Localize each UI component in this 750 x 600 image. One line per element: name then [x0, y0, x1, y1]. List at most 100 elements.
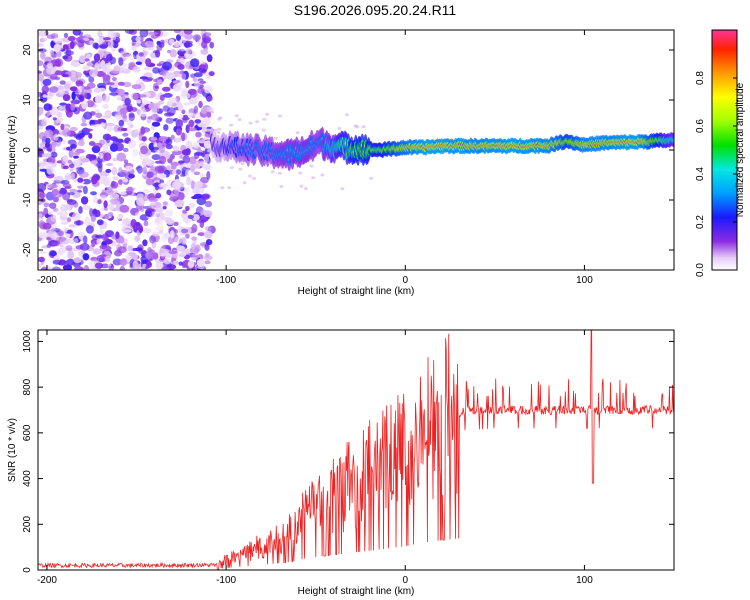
- noise-blob: [48, 184, 58, 189]
- noise-blob: [58, 105, 63, 110]
- noise-blob: [150, 201, 157, 206]
- noise-blob: [252, 176, 257, 180]
- noise-blob: [155, 216, 162, 224]
- noise-blob: [185, 187, 190, 195]
- noise-blob: [126, 105, 134, 112]
- noise-blob: [41, 153, 52, 158]
- noise-blob: [62, 94, 71, 102]
- noise-blob: [61, 73, 69, 78]
- noise-blob: [105, 168, 112, 173]
- noise-blob: [150, 113, 160, 121]
- noise-blob: [174, 42, 180, 48]
- noise-blob: [151, 154, 161, 161]
- noise-blob: [188, 202, 196, 208]
- noise-blob: [203, 128, 212, 132]
- noise-blob: [106, 82, 115, 86]
- noise-blob: [95, 112, 103, 119]
- noise-blob: [248, 121, 253, 125]
- noise-blob: [136, 165, 143, 174]
- noise-blob: [240, 162, 245, 166]
- noise-blob: [115, 111, 122, 116]
- noise-blob: [105, 163, 114, 166]
- noise-blob: [90, 119, 99, 125]
- noise-blob: [112, 32, 121, 38]
- noise-blob: [193, 72, 203, 78]
- noise-blob: [63, 227, 68, 233]
- noise-blob: [62, 55, 69, 60]
- noise-blob: [107, 40, 114, 48]
- noise-blob: [131, 92, 139, 100]
- noise-blob: [69, 188, 78, 193]
- noise-blob: [39, 162, 48, 166]
- noise-blob: [157, 100, 165, 105]
- noise-blob: [166, 189, 172, 196]
- noise-blob: [84, 128, 93, 132]
- noise-blob: [79, 95, 84, 101]
- noise-blob: [170, 134, 175, 140]
- noise-blob: [191, 214, 200, 221]
- noise-blob: [83, 34, 91, 39]
- noise-blob: [311, 176, 316, 180]
- noise-blob: [88, 260, 97, 267]
- noise-blob: [52, 242, 60, 247]
- noise-blob: [122, 147, 129, 153]
- noise-blob: [210, 110, 214, 114]
- noise-blob: [198, 68, 207, 73]
- noise-blob: [181, 228, 189, 234]
- noise-blob: [134, 128, 141, 134]
- noise-blob: [204, 230, 213, 239]
- noise-blob: [142, 193, 149, 202]
- noise-blob: [279, 185, 284, 188]
- noise-blob: [148, 102, 158, 110]
- noise-blob: [193, 182, 203, 190]
- noise-blob: [124, 97, 131, 106]
- noise-blob: [126, 186, 134, 195]
- noise-blob: [105, 122, 115, 127]
- noise-blob: [155, 262, 164, 270]
- noise-blob: [49, 73, 58, 80]
- noise-blob: [131, 84, 142, 90]
- noise-blob: [208, 71, 215, 77]
- noise-blob: [73, 155, 79, 159]
- noise-blob: [205, 252, 210, 258]
- noise-blob: [88, 76, 95, 83]
- noise-blob: [80, 196, 89, 205]
- noise-blob: [50, 53, 58, 59]
- noise-blob: [203, 85, 213, 94]
- noise-blob: [138, 52, 144, 57]
- snr-xlabel: Height of straight line (km): [298, 586, 415, 597]
- noise-blob: [369, 176, 374, 180]
- noise-blob: [115, 216, 123, 220]
- noise-blob: [163, 93, 173, 98]
- noise-blob: [44, 129, 54, 138]
- noise-blob: [227, 186, 232, 190]
- noise-blob: [162, 206, 167, 210]
- noise-blob: [69, 41, 75, 49]
- noise-blob: [79, 55, 86, 63]
- colorbar-tick-label: 0.8: [695, 71, 706, 85]
- noise-blob: [175, 169, 182, 175]
- noise-blob: [195, 131, 202, 138]
- noise-blob: [144, 251, 154, 260]
- ytick-label: 200: [22, 516, 33, 533]
- noise-blob: [142, 263, 147, 268]
- noise-blob: [172, 170, 177, 175]
- noise-blob: [183, 114, 188, 118]
- ytick-label: 800: [22, 378, 33, 395]
- noise-blob: [185, 80, 190, 89]
- noise-blob: [62, 140, 67, 144]
- noise-blob: [38, 73, 44, 82]
- noise-blob: [159, 155, 167, 165]
- noise-blob: [183, 42, 193, 48]
- noise-blob: [111, 166, 118, 176]
- spectrogram-xlabel: Height of straight line (km): [298, 286, 415, 297]
- noise-blob: [160, 182, 165, 187]
- noise-blob: [84, 58, 90, 62]
- noise-blob: [220, 186, 225, 190]
- noise-blob: [46, 110, 51, 117]
- noise-blob: [55, 119, 62, 124]
- noise-blob: [41, 266, 47, 270]
- noise-blob: [192, 189, 200, 194]
- noise-blob: [94, 95, 103, 104]
- noise-blob: [218, 116, 223, 120]
